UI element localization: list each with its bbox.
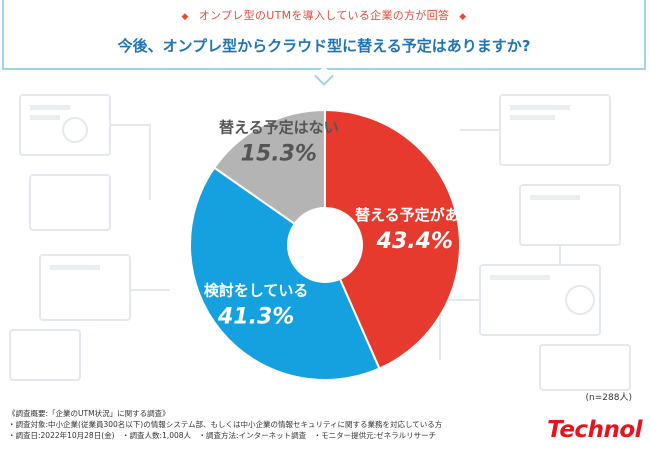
sample-size: (n=288人) <box>585 393 632 403</box>
diamond-right-icon: ◆ <box>459 12 467 22</box>
slice-label: 替える予定はない <box>219 118 339 136</box>
brand-logo: Technol <box>547 417 642 443</box>
slice-label: 検討をしている <box>204 282 309 300</box>
pie-slice <box>189 166 381 381</box>
respondent-note: ◆ オンプレ型のUTMを導入している企業の方が回答 ◆ <box>4 7 644 23</box>
question-title: 今後、オンプレ型からクラウド型に替える予定はありますか? <box>117 37 531 55</box>
diamond-left-icon: ◆ <box>181 12 189 22</box>
donut-hole <box>287 207 363 283</box>
slice-value-label: 41.3% <box>217 305 294 330</box>
slice-value-label: 15.3% <box>241 141 317 166</box>
respondent-note-text: オンプレ型のUTMを導入している企業の方が回答 <box>198 9 450 22</box>
footnote-line: 《調査概要:「企業のUTM状況」に関する調査》 <box>8 409 170 418</box>
survey-footnote: 《調査概要:「企業のUTM状況」に関する調査》 ・調査対象:中小企業(従業員30… <box>8 408 528 441</box>
slice-label: 替える予定がある <box>355 206 475 224</box>
pie-slice <box>324 108 461 370</box>
pie-slice <box>212 108 326 247</box>
footnote-line: ・調査対象:中小企業(従業員300名以下)の情報システム部、もしくは中小企業の情… <box>8 420 443 429</box>
slice-value-label: 43.4% <box>376 229 453 254</box>
footnote-line: ・調査日:2022年10月28日(金) ・調査人数:1,008人 ・調査方法:イ… <box>8 431 437 440</box>
